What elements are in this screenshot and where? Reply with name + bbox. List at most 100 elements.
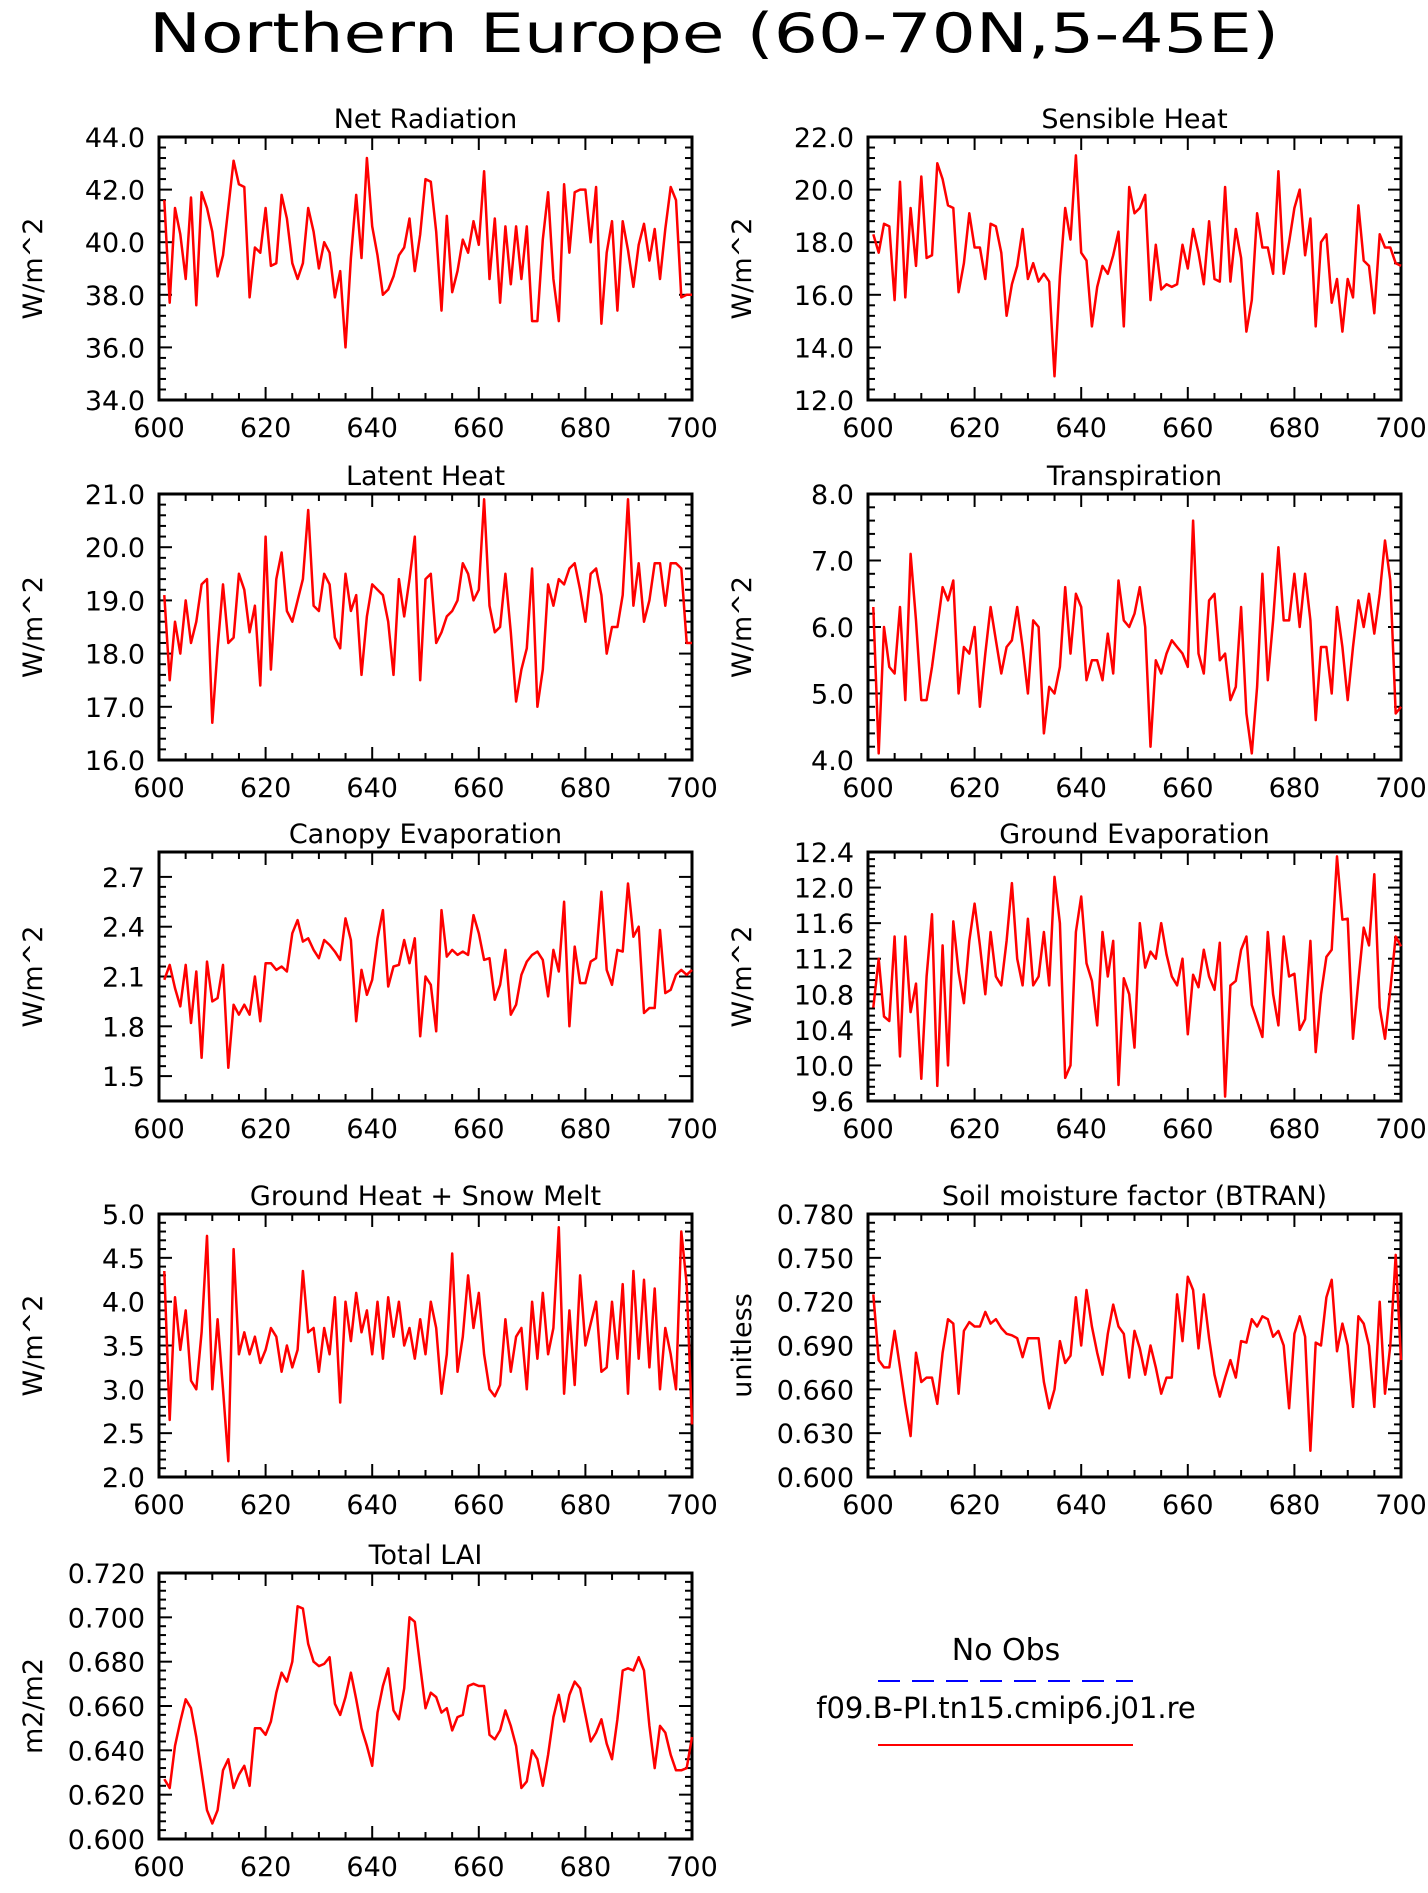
- panel-2: Sensible Heat W/m^2 600 620 640 660 680 700 12.0…: [727, 104, 1427, 444]
- y-axis-label: W/m^2: [727, 926, 758, 1028]
- y-tick-label: 0.660: [68, 1692, 145, 1723]
- y-tick-label: 5.0: [102, 1200, 145, 1231]
- x-tick-label: 620: [949, 1490, 1001, 1521]
- y-tick-label: 12.0: [794, 386, 854, 417]
- x-tick-label: 700: [666, 413, 718, 444]
- y-tick-label: 20.0: [85, 533, 145, 564]
- x-tick-label: 660: [1162, 1490, 1214, 1521]
- x-tick-label: 600: [133, 773, 185, 804]
- x-tick-label: 660: [453, 1490, 505, 1521]
- panel-5: Canopy Evaporation W/m^2 600 620 640 660 680 70…: [18, 819, 718, 1145]
- y-tick-label: 3.0: [102, 1375, 145, 1406]
- x-tick-label: 620: [240, 1114, 292, 1145]
- x-tick-label: 620: [240, 413, 292, 444]
- y-tick-label: 0.720: [68, 1559, 145, 1590]
- y-tick-label: 0.780: [777, 1200, 854, 1231]
- x-tick-label: 680: [1269, 773, 1321, 804]
- legend-obs-label: No Obs: [952, 1633, 1061, 1668]
- y-tick-label: 20.0: [794, 176, 854, 207]
- x-tick-label: 680: [560, 1852, 612, 1883]
- y-axis-label: W/m^2: [727, 218, 758, 320]
- series-line: [163, 498, 692, 725]
- y-tick-label: 10.8: [794, 980, 854, 1011]
- series-line: [872, 519, 1402, 755]
- y-tick-label: 0.700: [68, 1603, 145, 1634]
- x-tick-label: 640: [1055, 773, 1107, 804]
- y-tick-label: 10.4: [794, 1016, 854, 1047]
- x-tick-label: 620: [949, 413, 1001, 444]
- x-tick-label: 680: [560, 1114, 612, 1145]
- y-tick-label: 0.750: [777, 1244, 854, 1275]
- x-tick-label: 600: [842, 1490, 894, 1521]
- x-tick-label: 640: [1055, 1114, 1107, 1145]
- y-axis-label: W/m^2: [18, 218, 49, 320]
- y-tick-label: 1.8: [102, 1012, 145, 1043]
- series-line: [163, 1605, 694, 1825]
- y-tick-label: 12.4: [794, 838, 854, 869]
- y-tick-label: 16.0: [794, 281, 854, 312]
- x-tick-label: 640: [346, 413, 398, 444]
- y-tick-label: 2.0: [102, 1463, 145, 1494]
- panels: Net Radiation W/m^2 600 620 640 660 680 700 34.0…: [18, 104, 1427, 1883]
- panel-title: Soil moisture factor (BTRAN): [942, 1181, 1327, 1212]
- x-tick-label: 600: [842, 413, 894, 444]
- plot-frame: [866, 135, 1403, 402]
- panel-title: Canopy Evaporation: [289, 819, 562, 850]
- y-tick-label: 44.0: [85, 123, 145, 154]
- y-tick-label: 8.0: [811, 480, 854, 511]
- y-tick-label: 0.640: [68, 1736, 145, 1767]
- x-tick-label: 660: [453, 413, 505, 444]
- legend: No Obs f09.B-PI.tn15.cmip6.j01.re: [816, 1633, 1196, 1746]
- x-tick-label: 700: [1375, 1490, 1427, 1521]
- y-tick-label: 3.5: [102, 1332, 145, 1363]
- y-tick-label: 4.5: [102, 1244, 145, 1275]
- x-tick-label: 680: [560, 1490, 612, 1521]
- x-tick-label: 680: [560, 773, 612, 804]
- y-tick-label: 22.0: [794, 123, 854, 154]
- x-tick-label: 660: [1162, 1114, 1214, 1145]
- y-tick-label: 4.0: [102, 1288, 145, 1319]
- x-tick-label: 680: [1269, 1114, 1321, 1145]
- panel-title: Sensible Heat: [1041, 104, 1227, 135]
- x-tick-label: 620: [240, 1852, 292, 1883]
- panel-title: Ground Heat + Snow Melt: [250, 1181, 601, 1212]
- y-tick-label: 0.690: [777, 1332, 854, 1363]
- panel-8: Soil moisture factor (BTRAN) unitless 600 6…: [727, 1181, 1427, 1521]
- x-tick-label: 620: [949, 773, 1001, 804]
- y-tick-label: 11.2: [794, 945, 854, 976]
- y-tick-label: 38.0: [85, 281, 145, 312]
- x-tick-label: 600: [133, 413, 185, 444]
- y-axis-label: W/m^2: [18, 1295, 49, 1397]
- x-tick-label: 700: [666, 1490, 718, 1521]
- x-tick-label: 700: [666, 1852, 718, 1883]
- y-tick-label: 17.0: [85, 693, 145, 724]
- x-tick-label: 660: [453, 1114, 505, 1145]
- y-tick-label: 18.0: [85, 640, 145, 671]
- x-tick-label: 660: [1162, 773, 1214, 804]
- x-tick-label: 620: [240, 1490, 292, 1521]
- y-axis-label: W/m^2: [727, 576, 758, 678]
- x-tick-label: 680: [1269, 1490, 1321, 1521]
- panel-title: Total LAI: [368, 1540, 483, 1571]
- y-tick-label: 19.0: [85, 586, 145, 617]
- x-tick-label: 680: [1269, 413, 1321, 444]
- y-tick-label: 0.600: [777, 1463, 854, 1494]
- x-tick-label: 640: [346, 773, 398, 804]
- legend-case-label: f09.B-PI.tn15.cmip6.j01.re: [816, 1691, 1195, 1725]
- panel-9: Total LAI m2/m2 600 620 640 660 680 700 0.600 0.6…: [18, 1540, 718, 1883]
- y-axis-label: m2/m2: [18, 1658, 49, 1754]
- panel-4: Transpiration W/m^2 600 620 640 660 680 700 4.0 5…: [727, 461, 1427, 804]
- x-tick-label: 600: [133, 1852, 185, 1883]
- y-tick-label: 0.600: [68, 1825, 145, 1856]
- panel-title: Net Radiation: [334, 104, 518, 135]
- y-tick-label: 40.0: [85, 228, 145, 259]
- x-tick-label: 660: [453, 773, 505, 804]
- x-tick-label: 620: [949, 1114, 1001, 1145]
- y-tick-label: 5.0: [811, 680, 854, 711]
- y-tick-label: 2.5: [102, 1419, 145, 1450]
- x-tick-label: 640: [1055, 413, 1107, 444]
- x-tick-label: 700: [1375, 1114, 1427, 1145]
- x-tick-label: 600: [842, 1114, 894, 1145]
- y-tick-label: 36.0: [85, 333, 145, 364]
- y-tick-label: 12.0: [794, 874, 854, 905]
